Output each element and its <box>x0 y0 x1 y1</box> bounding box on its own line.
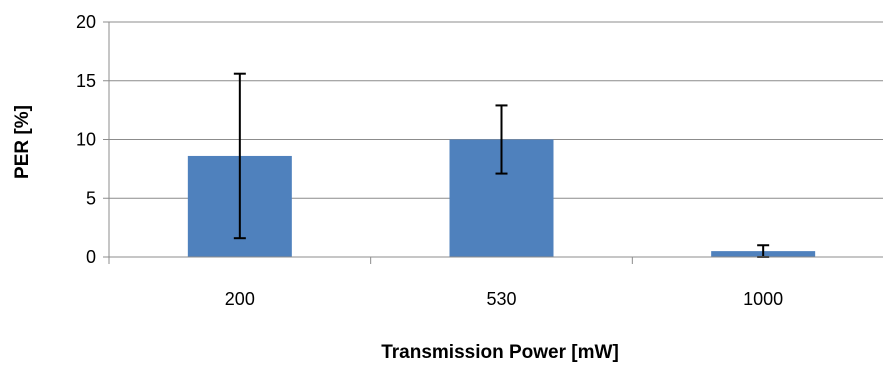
x-tick-label-200: 200 <box>225 289 255 309</box>
y-tick-label-20: 20 <box>76 12 96 32</box>
axes <box>103 21 883 264</box>
y-axis-title: PER [%] <box>12 105 33 179</box>
y-tick-label-10: 10 <box>76 130 96 150</box>
x-tick-label-1000: 1000 <box>743 289 783 309</box>
tick-labels: 0 5 10 15 20 200 530 1000 <box>76 12 783 309</box>
y-tick-label-5: 5 <box>86 188 96 208</box>
error-bars <box>233 72 770 258</box>
y-tick-label-15: 15 <box>76 71 96 91</box>
y-tick-label-0: 0 <box>86 247 96 267</box>
x-tick-label-530: 530 <box>486 289 516 309</box>
x-axis-title: Transmission Power [mW] <box>381 342 619 363</box>
